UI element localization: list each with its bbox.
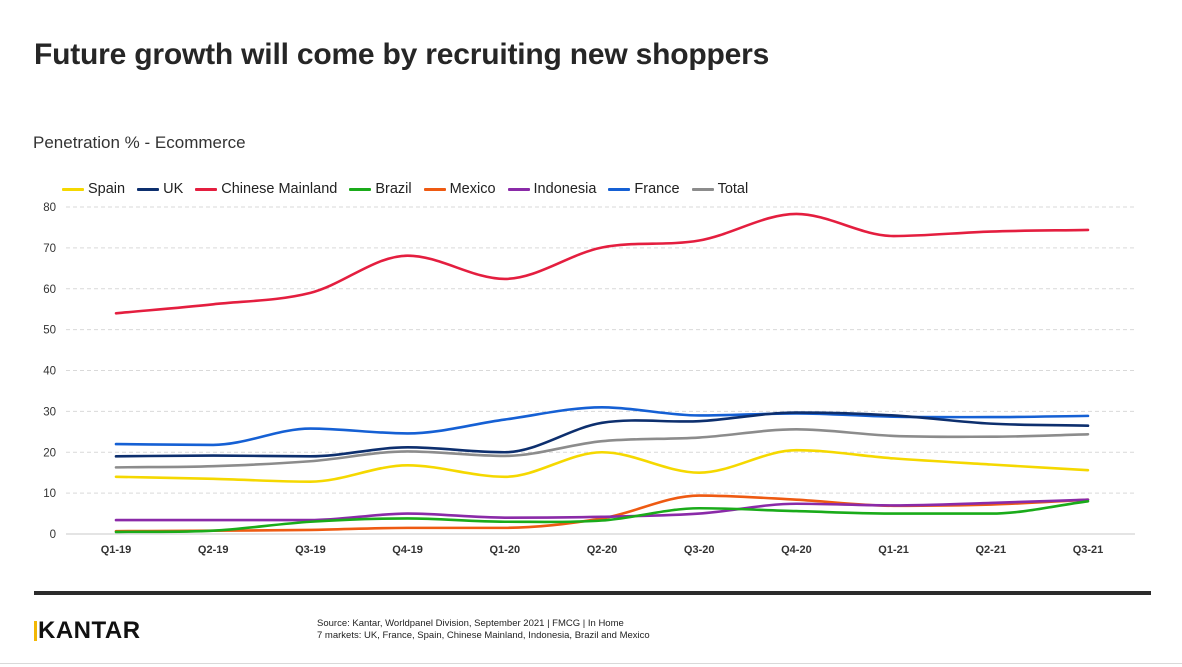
source-line-2: 7 markets: UK, France, Spain, Chinese Ma… [317, 629, 650, 641]
legend-item-indonesia: Indonesia [507, 181, 597, 197]
x-tick-label: Q3-19 [295, 544, 326, 556]
y-tick-label: 80 [43, 202, 56, 214]
legend-swatch [691, 187, 714, 191]
y-tick-label: 20 [43, 447, 56, 459]
series-line-chinese-mainland [114, 212, 1090, 315]
x-tick-label: Q4-20 [781, 544, 812, 556]
line-chart: 0 10 20 30 40 50 60 70 80 Q1-19 Q2-19 Q3-19 Q4-19 Q1-… [43, 202, 1135, 556]
legend-item-total: Total [691, 181, 749, 197]
legend-swatch [137, 187, 160, 191]
y-tick-label: 0 [50, 529, 56, 541]
legend-label: Brazil [375, 181, 412, 197]
legend-swatch [423, 187, 446, 191]
x-tick-label: Q1-20 [490, 544, 521, 556]
legend-swatch [62, 187, 84, 191]
legend-label: Mexico [449, 181, 496, 197]
x-tick-label: Q4-19 [392, 544, 423, 556]
x-tick-label: Q2-19 [198, 544, 229, 556]
legend-swatch [608, 187, 631, 191]
x-tick-label: Q2-21 [976, 544, 1007, 556]
x-tick-label: Q3-21 [1073, 544, 1104, 556]
y-tick-label: 40 [43, 366, 56, 378]
bottom-rule [0, 663, 1182, 664]
legend-label: Chinese Mainland [221, 181, 338, 197]
logo-text: KANTAR [38, 617, 141, 644]
logo-accent-bar [34, 621, 37, 641]
legend-item-spain: Spain [62, 181, 125, 197]
series-line-uk [114, 411, 1090, 458]
legend-label: UK [163, 181, 184, 197]
legend-label: Indonesia [533, 181, 597, 197]
chart-legend: Spain UK Chinese Mainland Brazil Mexico Indon… [62, 181, 760, 197]
legend-item-chinese-mainland: Chinese Mainland [195, 181, 337, 197]
legend-item-brazil: Brazil [349, 181, 412, 197]
x-tick-label: Q2-20 [587, 544, 618, 556]
chart-subtitle: Penetration % - Ecommerce [33, 133, 246, 152]
series-line-indonesia [114, 498, 1090, 522]
y-tick-label: 10 [43, 488, 56, 500]
y-tick-label: 30 [43, 406, 56, 418]
x-tick-label: Q3-20 [684, 544, 715, 556]
page-title: Future growth will come by recruiting ne… [34, 38, 770, 71]
legend-label: Spain [88, 181, 126, 197]
legend-label: France [634, 181, 680, 197]
source-footnote: Source: Kantar, Worldpanel Division, Sep… [317, 618, 650, 641]
y-tick-label: 70 [43, 243, 56, 255]
kantar-logo: KANTAR [34, 617, 141, 645]
legend-item-uk: UK [137, 181, 183, 197]
legend-swatch [195, 187, 218, 191]
y-tick-label: 60 [43, 284, 56, 296]
y-tick-label: 50 [43, 325, 56, 337]
legend-item-mexico: Mexico [423, 181, 496, 197]
x-tick-label: Q1-21 [878, 544, 909, 556]
legend-item-france: France [608, 181, 680, 197]
x-tick-label: Q1-19 [101, 544, 132, 556]
legend-label: Total [717, 181, 749, 197]
footer-divider [34, 591, 1151, 595]
legend-swatch [507, 187, 530, 191]
source-line-1: Source: Kantar, Worldpanel Division, Sep… [317, 618, 624, 629]
legend-swatch [349, 187, 372, 191]
series-line-france [114, 405, 1090, 447]
